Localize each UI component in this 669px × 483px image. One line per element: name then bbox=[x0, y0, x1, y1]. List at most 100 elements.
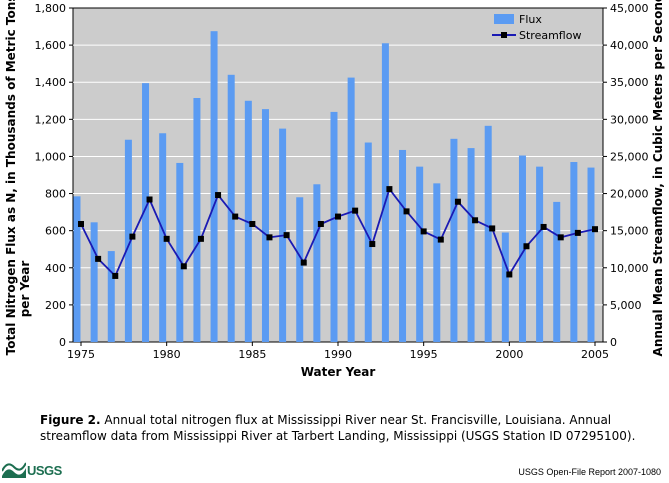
y-left-tick-label: 1,000 bbox=[35, 150, 67, 163]
usgs-wave-icon bbox=[2, 462, 26, 478]
x-tick-label: 1990 bbox=[324, 348, 352, 361]
y-left-tick-label: 1,800 bbox=[35, 2, 67, 15]
y-right-tick-label: 35,000 bbox=[610, 76, 649, 89]
figure-caption: Figure 2. Annual total nitrogen flux at … bbox=[40, 412, 640, 444]
y-left-tick-label: 200 bbox=[45, 299, 66, 312]
streamflow-marker bbox=[472, 217, 479, 224]
streamflow-marker bbox=[163, 235, 170, 242]
y-right-tick-label: 10,000 bbox=[610, 262, 649, 275]
streamflow-marker bbox=[403, 208, 410, 215]
y-left-tick-label: 600 bbox=[45, 225, 66, 238]
streamflow-marker bbox=[283, 232, 290, 239]
caption-text: Annual total nitrogen flux at Mississipp… bbox=[40, 413, 636, 443]
flux-bar bbox=[536, 166, 544, 342]
y-left-tick-label: 1,400 bbox=[35, 76, 67, 89]
flux-bar bbox=[553, 201, 561, 342]
flux-bar bbox=[142, 83, 150, 343]
flux-bar bbox=[124, 139, 132, 342]
streamflow-marker bbox=[215, 192, 222, 199]
streamflow-marker bbox=[129, 233, 136, 240]
legend-streamflow-marker bbox=[501, 32, 507, 38]
x-tick-label: 1975 bbox=[67, 348, 95, 361]
y-right-tick-label: 20,000 bbox=[610, 188, 649, 201]
flux-bar bbox=[587, 167, 595, 342]
y-axis-right-title: Annual Mean Streamflow, in Cubic Meters … bbox=[651, 0, 665, 356]
flux-bar bbox=[501, 232, 509, 342]
flux-bar bbox=[570, 162, 578, 342]
x-axis-title: Water Year bbox=[301, 365, 376, 379]
streamflow-marker bbox=[112, 272, 119, 279]
flux-bar bbox=[330, 111, 338, 343]
x-tick-label: 2005 bbox=[581, 348, 609, 361]
streamflow-marker bbox=[180, 263, 187, 270]
streamflow-marker bbox=[369, 241, 376, 248]
streamflow-marker bbox=[420, 228, 427, 235]
flux-bar bbox=[467, 148, 475, 342]
streamflow-marker bbox=[437, 236, 444, 243]
streamflow-marker bbox=[557, 234, 564, 241]
streamflow-marker bbox=[232, 213, 239, 220]
y-right-tick-label: 30,000 bbox=[610, 113, 649, 126]
streamflow-marker bbox=[386, 186, 393, 193]
chart: 0 200 400 600 800 1,000 1,200 1,400 1,600 1,800 0 5… bbox=[4, 0, 665, 379]
flux-bar bbox=[381, 43, 389, 342]
streamflow-marker bbox=[146, 196, 153, 203]
y-axis-left-title-line2: per Year bbox=[18, 261, 32, 318]
flux-bar bbox=[313, 184, 321, 342]
report-number: USGS Open-File Report 2007-1080 bbox=[518, 467, 661, 477]
streamflow-marker bbox=[197, 235, 204, 242]
y-left-tick-label: 400 bbox=[45, 262, 66, 275]
flux-bar bbox=[484, 125, 492, 342]
y-right-tick-label: 25,000 bbox=[610, 150, 649, 163]
y-right-tick-label: 45,000 bbox=[610, 2, 649, 15]
streamflow-marker bbox=[317, 220, 324, 227]
flux-bar bbox=[227, 74, 235, 343]
x-tick-label: 2000 bbox=[495, 348, 523, 361]
streamflow-marker bbox=[266, 234, 273, 241]
y-left-tick-label: 1,200 bbox=[35, 113, 67, 126]
flux-bar bbox=[296, 197, 304, 342]
streamflow-marker bbox=[335, 213, 341, 220]
y-left-tick-label: 0 bbox=[59, 336, 66, 349]
flux-bar bbox=[193, 97, 201, 342]
streamflow-marker bbox=[506, 271, 513, 278]
y-right-tick-label: 15,000 bbox=[610, 225, 649, 238]
flux-bar bbox=[73, 196, 81, 342]
flux-bar bbox=[347, 77, 355, 342]
axes: 0 200 400 600 800 1,000 1,200 1,400 1,600 1,800 0 5… bbox=[35, 2, 649, 361]
flux-bar bbox=[261, 109, 269, 342]
streamflow-marker bbox=[489, 225, 496, 232]
streamflow-line-group bbox=[78, 186, 598, 279]
flux-bar bbox=[107, 251, 115, 342]
legend-flux-label: Flux bbox=[519, 13, 542, 26]
streamflow-marker bbox=[454, 198, 461, 205]
flux-bar bbox=[159, 133, 167, 342]
flux-bar bbox=[416, 166, 424, 342]
y-right-tick-label: 5,000 bbox=[610, 299, 642, 312]
y-left-tick-label: 800 bbox=[45, 188, 66, 201]
streamflow-marker bbox=[352, 207, 359, 214]
streamflow-marker bbox=[574, 229, 581, 236]
y-right-tick-label: 40,000 bbox=[610, 39, 649, 52]
flux-bar bbox=[433, 183, 441, 342]
legend: Flux Streamflow bbox=[492, 13, 581, 42]
streamflow-marker bbox=[249, 220, 256, 227]
streamflow-marker bbox=[523, 243, 530, 250]
y-axis-left-title-line1: Total Nitrogen Flux as N, in Thousands o… bbox=[4, 0, 18, 355]
streamflow-marker bbox=[95, 255, 102, 262]
y-axis-left-title: Total Nitrogen Flux as N, in Thousands o… bbox=[4, 0, 32, 355]
streamflow-marker bbox=[592, 226, 598, 233]
flux-bar bbox=[518, 155, 526, 342]
flux-bar bbox=[90, 222, 98, 342]
x-tick-label: 1995 bbox=[410, 348, 438, 361]
streamflow-marker bbox=[78, 220, 84, 227]
streamflow-marker bbox=[540, 223, 547, 230]
y-right-tick-label: 0 bbox=[610, 336, 617, 349]
flux-bar bbox=[399, 149, 407, 342]
x-tick-label: 1980 bbox=[153, 348, 181, 361]
streamflow-marker bbox=[300, 259, 307, 266]
flux-bar bbox=[364, 142, 372, 342]
flux-bar bbox=[450, 138, 458, 342]
legend-flux-swatch bbox=[494, 14, 514, 24]
flux-bar bbox=[210, 31, 218, 342]
